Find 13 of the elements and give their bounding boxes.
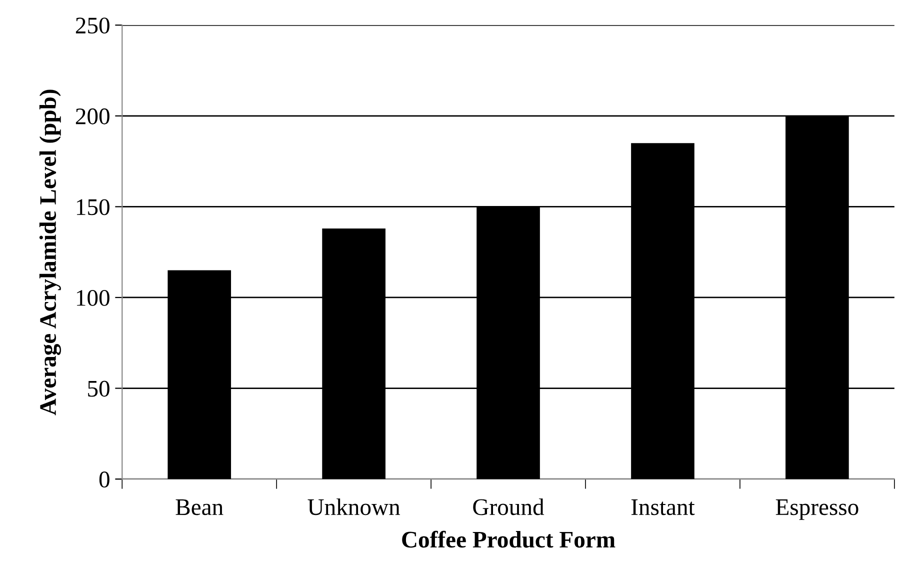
x-tick-label: Espresso [776,499,858,520]
x-axis-title: Coffee Product Form [402,530,616,548]
x-tick-label: Bean [176,499,224,516]
y-tick-label: 0 [99,472,110,488]
y-tick-label: 150 [76,199,110,216]
y-tick-label: 100 [76,290,110,306]
x-tick-label: Instant [631,499,695,516]
x-tick-label: Unknown [308,498,400,516]
y-axis-title: Average Acrylamide Level (ppb) [39,90,62,416]
y-tick-label: 200 [76,108,110,124]
y-tick-label: 250 [76,18,110,34]
y-tick-label: 50 [88,380,110,397]
x-tick-label: Ground [473,498,544,516]
